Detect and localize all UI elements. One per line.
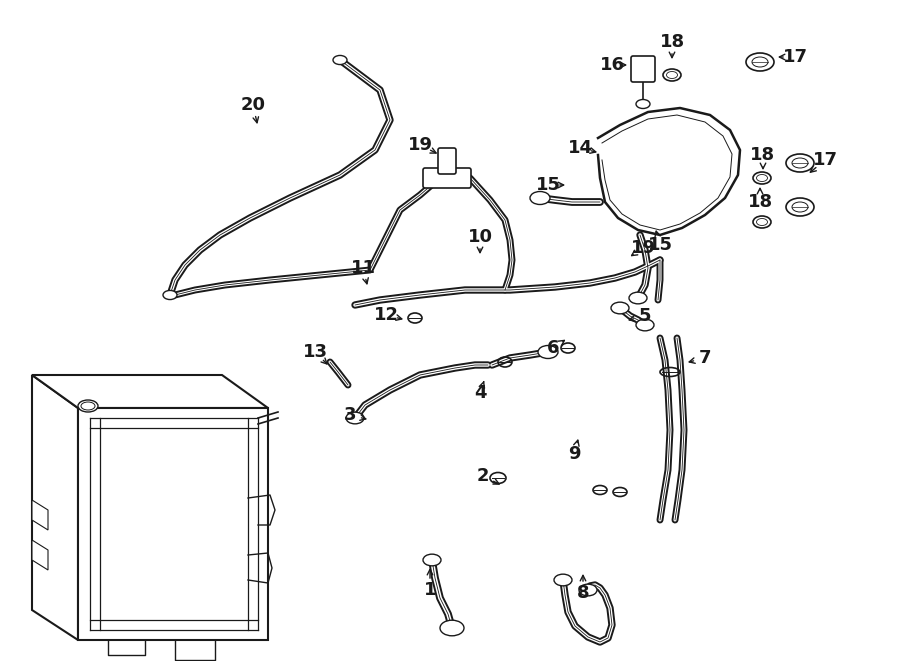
Ellipse shape <box>636 100 650 108</box>
Text: 20: 20 <box>240 96 266 114</box>
Ellipse shape <box>440 620 464 636</box>
Ellipse shape <box>746 53 774 71</box>
Text: 8: 8 <box>577 584 590 602</box>
Ellipse shape <box>786 198 814 216</box>
Text: 13: 13 <box>302 343 328 361</box>
Ellipse shape <box>636 319 654 331</box>
Ellipse shape <box>792 158 808 168</box>
Ellipse shape <box>333 56 347 65</box>
Ellipse shape <box>757 175 768 182</box>
Ellipse shape <box>667 71 678 79</box>
Ellipse shape <box>786 154 814 172</box>
Text: 6: 6 <box>547 339 559 357</box>
Text: 17: 17 <box>782 48 807 66</box>
Ellipse shape <box>663 69 681 81</box>
Polygon shape <box>32 500 48 530</box>
Ellipse shape <box>629 292 647 304</box>
Text: 7: 7 <box>698 349 711 367</box>
Text: 4: 4 <box>473 384 486 402</box>
FancyBboxPatch shape <box>438 148 456 174</box>
Ellipse shape <box>538 346 558 358</box>
Ellipse shape <box>753 172 771 184</box>
Ellipse shape <box>163 290 177 299</box>
Polygon shape <box>78 408 268 640</box>
Ellipse shape <box>530 192 550 204</box>
Ellipse shape <box>752 57 768 67</box>
Ellipse shape <box>753 216 771 228</box>
Text: 10: 10 <box>467 228 492 246</box>
Text: 11: 11 <box>350 259 375 277</box>
Text: 9: 9 <box>568 445 580 463</box>
Ellipse shape <box>346 412 364 424</box>
Polygon shape <box>32 375 268 408</box>
Text: 15: 15 <box>647 236 672 254</box>
Ellipse shape <box>757 219 768 225</box>
Ellipse shape <box>423 554 441 566</box>
Ellipse shape <box>78 400 98 412</box>
Text: 18: 18 <box>660 33 685 51</box>
Text: 19: 19 <box>631 239 655 257</box>
Text: 18: 18 <box>747 193 772 211</box>
Polygon shape <box>32 540 48 570</box>
Text: 12: 12 <box>374 306 399 324</box>
Text: 15: 15 <box>536 176 561 194</box>
Ellipse shape <box>554 574 572 586</box>
Text: 14: 14 <box>568 139 592 157</box>
Text: 5: 5 <box>639 307 652 325</box>
Ellipse shape <box>579 584 597 596</box>
FancyBboxPatch shape <box>631 56 655 82</box>
Ellipse shape <box>611 302 629 314</box>
Text: 17: 17 <box>813 151 838 169</box>
FancyBboxPatch shape <box>423 168 471 188</box>
Text: 18: 18 <box>751 146 776 164</box>
Text: 1: 1 <box>424 581 436 599</box>
Text: 2: 2 <box>477 467 490 485</box>
Polygon shape <box>32 375 78 640</box>
Text: 19: 19 <box>408 136 433 154</box>
Ellipse shape <box>792 202 808 212</box>
Text: 3: 3 <box>344 406 356 424</box>
Text: 16: 16 <box>599 56 625 74</box>
